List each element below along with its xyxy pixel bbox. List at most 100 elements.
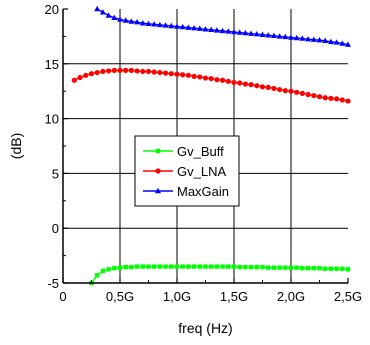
y-tick-label: 5 <box>52 166 59 181</box>
data-point <box>345 98 351 104</box>
data-point <box>123 67 129 73</box>
data-point <box>117 265 123 270</box>
data-point <box>163 264 168 269</box>
data-point <box>293 34 300 41</box>
data-point <box>145 68 152 75</box>
data-point <box>333 39 340 45</box>
data-point <box>283 265 288 270</box>
data-point <box>174 71 180 77</box>
x-tick-label: 2,5G <box>334 289 362 304</box>
data-point <box>322 37 329 43</box>
data-point <box>162 22 169 28</box>
data-point <box>112 266 117 271</box>
data-point <box>299 90 305 96</box>
legend: Gv_Buff Gv_LNA MaxGain <box>134 135 240 207</box>
data-point <box>117 16 123 22</box>
data-point <box>208 26 215 33</box>
data-point <box>299 35 306 41</box>
data-point <box>311 266 316 271</box>
data-point <box>180 264 185 269</box>
data-point <box>294 89 300 95</box>
data-point <box>231 264 237 269</box>
data-point <box>220 77 226 83</box>
data-point <box>282 33 289 40</box>
data-point <box>248 82 254 88</box>
data-point <box>242 81 248 87</box>
data-point <box>265 32 272 38</box>
data-point <box>186 264 191 269</box>
series-line <box>96 8 349 46</box>
data-point <box>311 92 317 99</box>
data-point <box>151 21 158 27</box>
data-point <box>214 77 220 83</box>
data-point <box>106 267 111 272</box>
data-point <box>345 267 351 272</box>
data-point <box>259 84 266 90</box>
data-point <box>156 21 163 28</box>
data-point <box>219 27 226 34</box>
data-point <box>197 264 202 269</box>
data-point <box>179 23 186 30</box>
data-point <box>106 68 112 74</box>
data-point <box>327 38 334 45</box>
data-point <box>105 12 112 18</box>
data-point <box>345 41 351 47</box>
data-point <box>231 28 237 35</box>
data-point <box>140 68 146 75</box>
data-point <box>111 14 118 20</box>
data-point <box>288 34 294 40</box>
x-tick-label: 0,5G <box>106 289 134 304</box>
data-point <box>180 72 186 78</box>
data-point <box>146 264 151 269</box>
data-point <box>169 264 174 269</box>
data-point <box>196 25 203 31</box>
x-tick-label: 0 <box>59 289 66 304</box>
data-point <box>100 268 106 274</box>
data-point <box>197 74 203 80</box>
data-point <box>300 266 305 271</box>
data-point <box>328 266 334 271</box>
data-point <box>202 26 209 32</box>
data-point <box>334 266 339 271</box>
data-point <box>174 23 180 29</box>
data-point <box>134 18 141 25</box>
data-point <box>111 67 117 73</box>
data-point <box>100 68 106 75</box>
y-tick-label: 10 <box>45 112 59 127</box>
data-point <box>174 264 180 269</box>
legend-label: Gv_Buff <box>177 144 224 159</box>
data-point <box>225 78 231 84</box>
data-point <box>254 264 259 270</box>
data-point <box>95 273 100 278</box>
data-point <box>209 264 214 269</box>
data-point <box>305 91 311 98</box>
data-point <box>277 265 282 270</box>
data-point <box>202 75 209 81</box>
data-point <box>123 264 128 270</box>
y-tick-label: 0 <box>52 221 59 236</box>
data-point <box>236 29 243 35</box>
data-point <box>155 187 161 194</box>
data-point <box>340 266 345 271</box>
data-point <box>94 5 101 12</box>
data-point <box>94 69 100 76</box>
legend-item: Gv_Buff <box>143 144 224 159</box>
data-point <box>213 27 220 33</box>
data-point <box>191 73 197 80</box>
data-point <box>128 18 135 24</box>
data-point <box>117 67 123 73</box>
data-point <box>185 72 191 78</box>
data-point <box>122 17 129 23</box>
data-point <box>270 32 277 39</box>
series-maxgain <box>94 5 351 47</box>
legend-label: Gv_LNA <box>177 164 226 179</box>
data-point <box>322 95 328 101</box>
data-point <box>155 148 161 154</box>
data-point <box>168 22 175 29</box>
data-point <box>139 20 146 26</box>
data-point <box>259 31 266 37</box>
data-point <box>191 24 198 31</box>
x-axis-title: freq (Hz) <box>178 320 232 336</box>
